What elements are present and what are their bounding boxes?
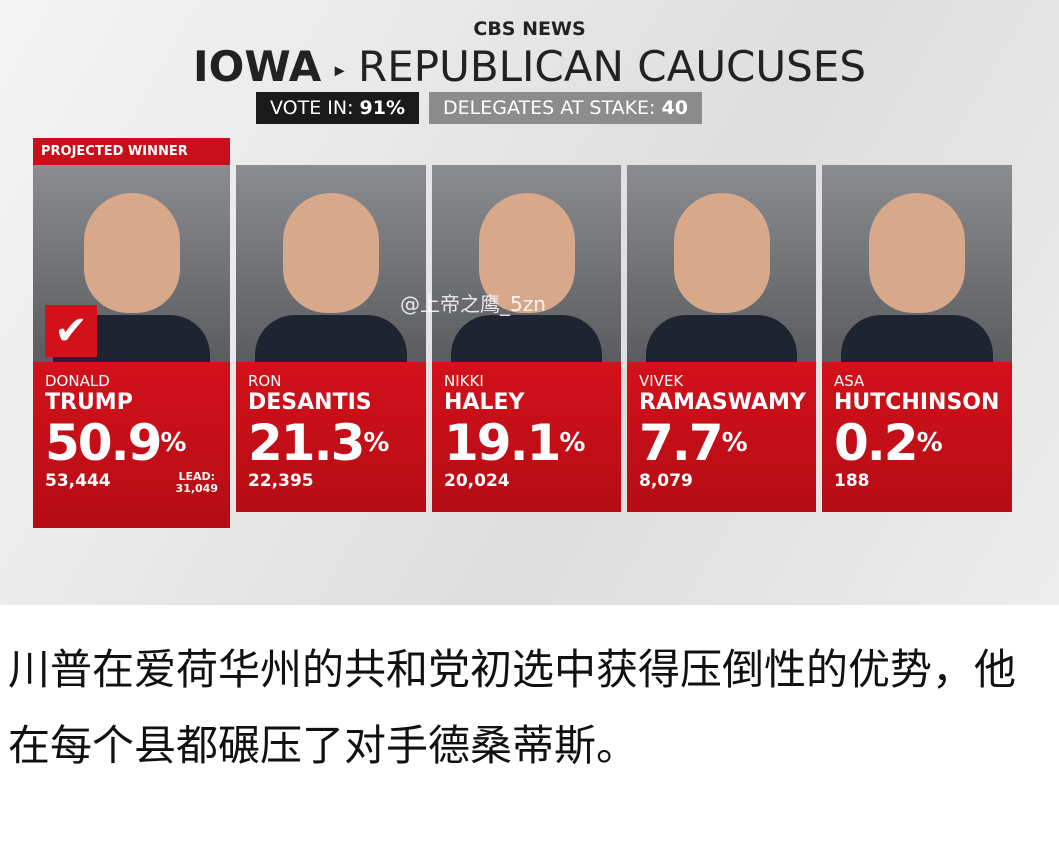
- lead-value: 31,049: [175, 482, 218, 495]
- title-row: IOWA ▸ REPUBLICAN CAUCUSES: [193, 42, 866, 91]
- votes: 53,444: [45, 471, 111, 491]
- lead-label: LEAD:: [178, 470, 216, 483]
- result-panel: NIKKI HALEY 19.1% 20,024: [432, 362, 621, 512]
- lead: LEAD: 31,049: [176, 471, 218, 495]
- photo: [236, 165, 426, 362]
- votes-row: 22,395: [248, 471, 414, 491]
- votes-row: 188: [834, 471, 1000, 491]
- last-name: DESANTIS: [248, 390, 372, 415]
- votes-row: 53,444 LEAD: 31,049: [45, 471, 218, 495]
- percent-number: 21.3: [248, 414, 365, 472]
- checkmark: ✔: [45, 305, 97, 357]
- photo: ✔: [33, 165, 230, 362]
- photo: [627, 165, 816, 362]
- percent-sign: %: [559, 428, 585, 458]
- last-name: HALEY: [444, 390, 525, 415]
- delegates-label: DELEGATES AT STAKE:: [443, 97, 656, 119]
- first-name: NIKKI: [444, 372, 484, 390]
- head: [869, 193, 965, 313]
- percent-sign: %: [363, 428, 389, 458]
- first-name: VIVEK: [639, 372, 684, 390]
- delegates-value: 40: [661, 97, 688, 119]
- last-name: HUTCHINSON: [834, 390, 1000, 415]
- caption: 川普在爱荷华州的共和党初选中获得压倒性的优势，他在每个县都碾压了对手德桑蒂斯。: [8, 645, 1017, 770]
- title: REPUBLICAN CAUCUSES: [358, 42, 866, 91]
- votes: 188: [834, 471, 870, 491]
- candidate-card: NIKKI HALEY 19.1% 20,024: [432, 165, 621, 512]
- vote-in-label: VOTE IN:: [270, 97, 354, 119]
- state: IOWA: [193, 42, 322, 91]
- news-graphic: CBS NEWS IOWA ▸ REPUBLICAN CAUCUSES VOTE…: [0, 0, 1059, 605]
- vote-in-value: 91%: [359, 97, 406, 119]
- votes: 8,079: [639, 471, 693, 491]
- candidate-card: ASA HUTCHINSON 0.2% 188: [822, 165, 1012, 512]
- stats: VOTE IN: 91% DELEGATES AT STAKE: 40: [256, 92, 702, 124]
- candidate-card: RON DESANTIS 21.3% 22,395: [236, 165, 426, 512]
- percent: 19.1%: [444, 415, 609, 471]
- photo: [432, 165, 621, 362]
- percent-sign: %: [916, 428, 943, 458]
- first-name: ASA: [834, 372, 865, 390]
- percent-number: 0.2: [834, 414, 919, 472]
- percent-number: 50.9: [45, 414, 162, 472]
- body: [645, 315, 798, 362]
- candidate-card: VIVEK RAMASWAMY 7.7% 8,079: [627, 165, 816, 512]
- badge: PROJECTED WINNER: [33, 138, 230, 165]
- result-panel: ASA HUTCHINSON 0.2% 188: [822, 362, 1012, 512]
- body: [450, 315, 603, 362]
- watermark: @上帝之鹰_5zn: [400, 292, 546, 316]
- head: [673, 193, 770, 313]
- last-name: RAMASWAMY: [639, 390, 806, 415]
- body: [841, 315, 993, 362]
- percent-number: 7.7: [639, 414, 724, 472]
- percent-sign: %: [160, 428, 186, 458]
- head: [478, 193, 575, 313]
- percent-sign: %: [721, 428, 748, 458]
- result-panel: VIVEK RAMASWAMY 7.7% 8,079: [627, 362, 816, 512]
- votes-row: 8,079: [639, 471, 804, 491]
- percent-number: 19.1: [444, 414, 561, 472]
- last-name: TRUMP: [45, 390, 133, 415]
- first-name: RON: [248, 372, 282, 390]
- candidate-card: PROJECTED WINNER ✔ DONALD TRUMP 50.9% 53,444 L…: [33, 138, 230, 528]
- head: [283, 193, 379, 313]
- result-panel: RON DESANTIS 21.3% 22,395: [236, 362, 426, 512]
- percent: 0.2%: [834, 415, 1000, 471]
- percent: 7.7%: [639, 415, 804, 471]
- body: [255, 315, 407, 362]
- photo: [822, 165, 1012, 362]
- result-panel: DONALD TRUMP 50.9% 53,444 LEAD: 31,049: [33, 362, 230, 528]
- percent: 21.3%: [248, 415, 414, 471]
- percent: 50.9%: [45, 415, 218, 471]
- votes: 20,024: [444, 471, 510, 491]
- brand: CBS NEWS: [473, 18, 586, 40]
- delegates: DELEGATES AT STAKE: 40: [429, 92, 702, 124]
- vote-in: VOTE IN: 91%: [256, 92, 420, 124]
- first-name: DONALD: [45, 372, 110, 390]
- votes: 22,395: [248, 471, 314, 491]
- votes-row: 20,024: [444, 471, 609, 491]
- head: [83, 193, 180, 313]
